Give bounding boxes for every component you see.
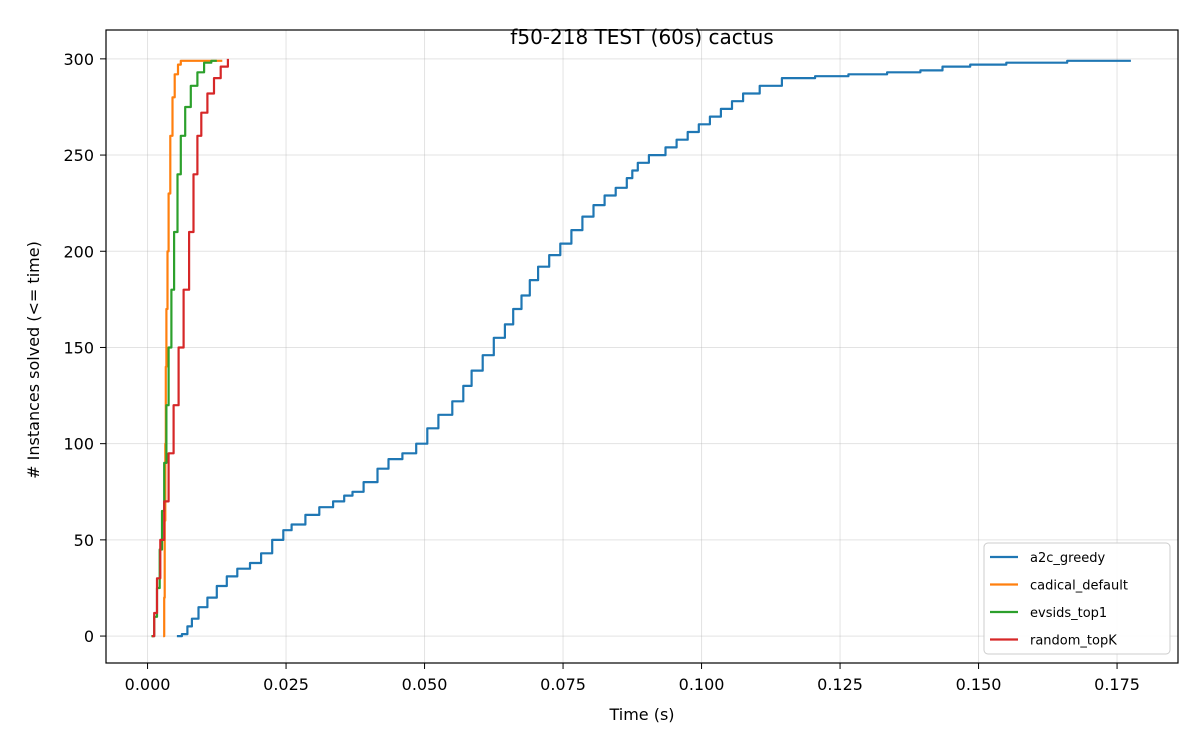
y-tick-label: 100 [63,435,94,454]
y-tick-label: 150 [63,338,94,357]
y-tick-label: 50 [74,531,94,550]
x-tick-label: 0.175 [1094,675,1140,694]
y-tick-label: 0 [84,627,94,646]
x-tick-label: 0.050 [402,675,448,694]
legend-label: evsids_top1 [1030,606,1107,621]
x-tick-label: 0.000 [125,675,171,694]
y-tick-label: 300 [63,50,94,69]
chart-title: f50-218 TEST (60s) cactus [510,25,773,49]
y-tick-label: 200 [63,242,94,261]
grid-lines [106,30,1178,663]
y-tick-label: 250 [63,146,94,165]
y-axis-title: # Instances solved (<= time) [24,241,43,479]
x-tick-label: 0.125 [817,675,863,694]
legend-label: random_topK [1030,634,1117,649]
legend: a2c_greedy cadical_default evsids_top1rand… [983,542,1171,655]
x-tick-label: 0.150 [956,675,1002,694]
plot-frame [105,29,1179,664]
x-tick-label: 0.100 [679,675,725,694]
series-line-random_topK [152,58,229,638]
x-tick-label: 0.025 [263,675,309,694]
y-axis: 0 50 100 150 200 250 300 [63,50,106,646]
series-line-a2c_greedy [176,59,1131,638]
legend-label: a2c_greedy [1030,551,1105,566]
x-tick-label: 0.075 [540,675,586,694]
x-axis-title: Time (s) [608,705,674,724]
legend-label: cadical_default [1030,579,1128,594]
series-lines [151,58,1131,638]
x-axis: 0.000 0.025 0.050 0.075 0.100 0.125 0.150 0.175 [125,663,1140,694]
series-line-cadical_default [163,59,223,638]
legend-box [983,542,1171,655]
